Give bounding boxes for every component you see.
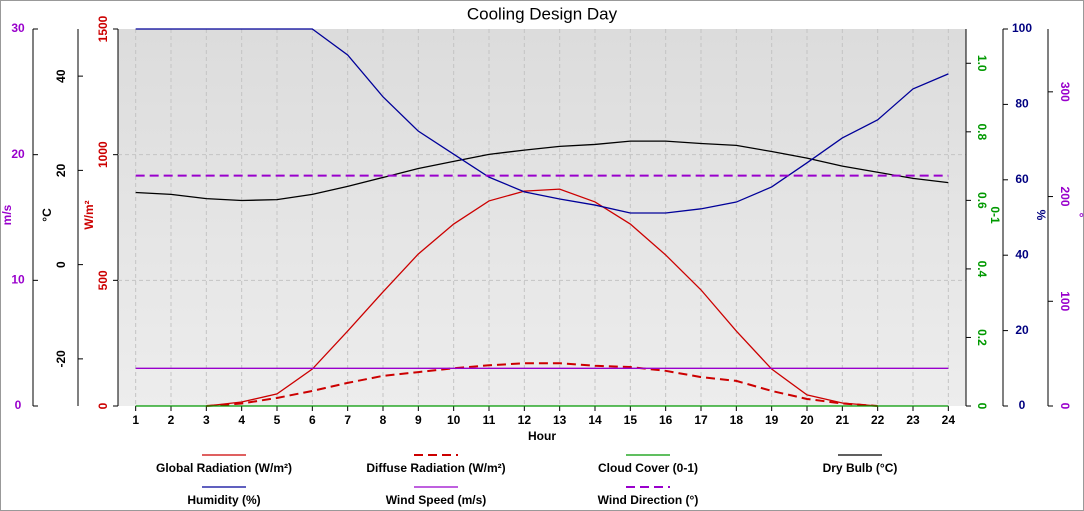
x-tick-label: 10 — [447, 413, 461, 427]
x-tick-label: 2 — [168, 413, 175, 427]
y-tick-label: 1000 — [96, 141, 110, 168]
x-tick-label: 20 — [800, 413, 814, 427]
x-tick-label: 7 — [344, 413, 351, 427]
y-tick-label: 20 — [54, 163, 68, 177]
legend-label: Wind Speed (m/s) — [386, 493, 487, 507]
chart-title: Cooling Design Day — [467, 4, 618, 23]
y-tick-label: 0.8 — [975, 123, 989, 140]
x-tick-label: 6 — [309, 413, 316, 427]
x-tick-label: 21 — [836, 413, 850, 427]
x-tick-label: 8 — [380, 413, 387, 427]
x-tick-label: 11 — [483, 413, 496, 427]
x-tick-label: 9 — [415, 413, 422, 427]
x-tick-label: 17 — [694, 413, 708, 427]
y-tick-label: 0 — [1019, 398, 1026, 412]
y-tick-label: 200 — [1058, 187, 1072, 207]
y-tick-label: 30 — [11, 21, 25, 35]
y-axis-label: W/m² — [82, 200, 96, 229]
y-tick-label: 20 — [11, 147, 25, 161]
y-tick-label: 300 — [1058, 82, 1072, 102]
y-tick-label: 0.6 — [975, 192, 989, 209]
y-axis-label: 0-1 — [988, 206, 1002, 224]
series-line — [206, 362, 878, 407]
x-tick-label: 12 — [518, 413, 532, 427]
x-tick-label: 22 — [871, 413, 885, 427]
y-tick-label: 40 — [54, 69, 68, 83]
y-tick-label: 40 — [1015, 247, 1029, 261]
y-tick-label: -20 — [54, 350, 68, 368]
x-tick-label: 15 — [624, 413, 638, 427]
series-line — [206, 188, 878, 407]
y-tick-label: 0.2 — [975, 329, 989, 346]
y-tick-label: 10 — [11, 273, 25, 287]
y-axis-label: °C — [40, 208, 54, 222]
x-tick-label: 14 — [588, 413, 602, 427]
y-tick-label: 0 — [15, 398, 22, 412]
x-tick-label: 16 — [659, 413, 673, 427]
y-axis-label: % — [1034, 210, 1048, 221]
legend-label: Diffuse Radiation (W/m²) — [366, 461, 505, 475]
y-tick-label: 500 — [96, 270, 110, 290]
y-tick-label: 0.4 — [975, 261, 989, 278]
y-tick-label: 1500 — [96, 15, 110, 42]
y-axis-label: m/s — [0, 204, 14, 225]
y-axis-label: ° — [1072, 213, 1084, 218]
x-tick-label: 3 — [203, 413, 210, 427]
x-tick-label: 23 — [906, 413, 920, 427]
x-tick-label: 4 — [238, 413, 245, 427]
legend-label: Global Radiation (W/m²) — [156, 461, 292, 475]
y-tick-label: 60 — [1015, 172, 1029, 186]
legend-label: Cloud Cover (0-1) — [598, 461, 698, 475]
y-tick-label: 1.0 — [975, 55, 989, 72]
y-tick-label: 100 — [1012, 21, 1032, 35]
legend-label: Dry Bulb (°C) — [823, 461, 898, 475]
plot-area — [118, 29, 966, 406]
y-tick-label: 0 — [975, 403, 989, 410]
x-tick-label: 1 — [132, 413, 139, 427]
legend-label: Wind Direction (°) — [598, 493, 699, 507]
y-tick-label: 0 — [54, 261, 68, 268]
x-tick-label: 19 — [765, 413, 779, 427]
y-tick-label: 80 — [1015, 97, 1029, 111]
x-tick-label: 5 — [274, 413, 281, 427]
x-tick-label: 18 — [730, 413, 744, 427]
y-tick-label: 20 — [1015, 323, 1029, 337]
x-axis-label: Hour — [528, 429, 556, 443]
x-tick-label: 13 — [553, 413, 567, 427]
legend-label: Humidity (%) — [187, 493, 260, 507]
y-tick-label: 100 — [1058, 291, 1072, 311]
y-tick-label: 0 — [96, 402, 110, 409]
y-tick-label: 0 — [1058, 403, 1072, 410]
series-line — [135, 28, 949, 214]
x-tick-label: 24 — [942, 413, 956, 427]
